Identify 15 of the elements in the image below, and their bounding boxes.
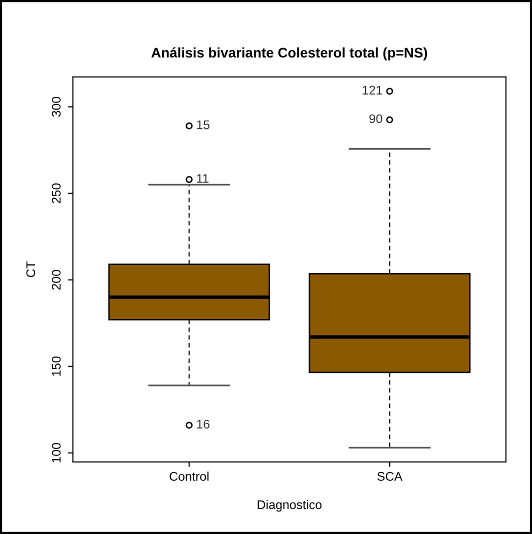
x-tick-label: SCA	[377, 472, 402, 481]
annotation: 121	[362, 86, 382, 94]
x-tick-label: Control	[170, 472, 208, 481]
y-tick-label: 250	[52, 183, 61, 204]
annotation: 16	[197, 420, 210, 429]
x-axis-title: Diagnostico	[258, 500, 322, 512]
annotation: 90	[369, 114, 382, 124]
annotation: 11	[197, 174, 208, 183]
y-tick-label: 200	[52, 270, 61, 290]
annotation: 15	[197, 120, 210, 130]
y-axis-title: CT	[26, 261, 36, 278]
chart-title: Análisis bivariante Colesterol total (p=NS)	[151, 47, 428, 60]
y-tick-label: 300	[52, 96, 61, 117]
y-tick-label: 150	[52, 356, 61, 376]
y-tick-label: 100	[52, 442, 61, 462]
